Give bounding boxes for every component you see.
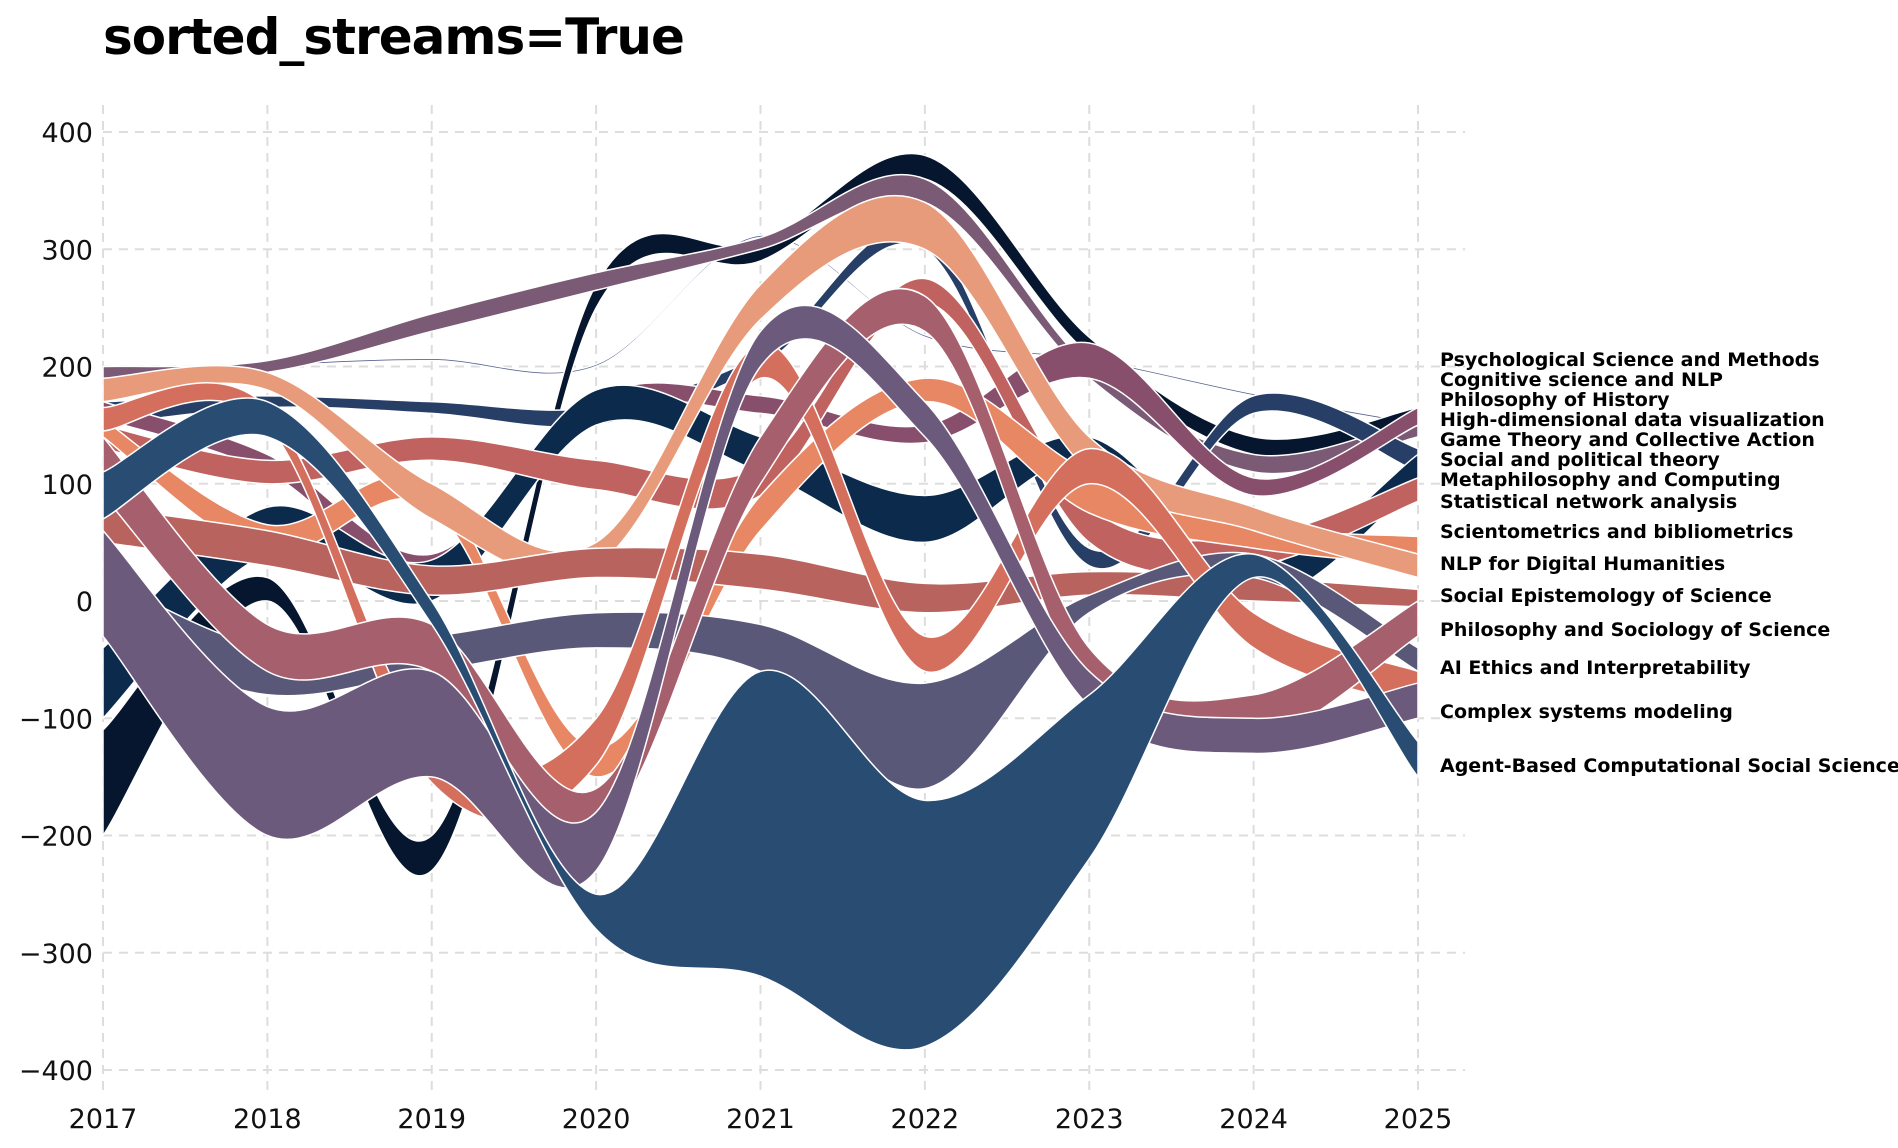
x-tick-label: 2020 [562,1104,631,1135]
stream-label: Philosophy of History [1440,389,1670,411]
x-tick-label: 2019 [397,1104,466,1135]
stream-label: Game Theory and Collective Action [1440,429,1815,451]
stream-label-layer: Psychological Science and MethodsCogniti… [1440,349,1898,777]
y-tick-label: −300 [19,939,93,970]
stream-label: Philosophy and Sociology of Science [1440,619,1830,641]
stream-band [102,397,1419,1051]
stream-label: Cognitive science and NLP [1440,369,1723,391]
y-tick-label: 400 [41,118,93,149]
chart-title: sorted_streams=True [103,8,685,66]
axis-layer: 2017 2018 2019 2020 2021 2022 2023 2024 2025 400 3… [19,118,1453,1135]
stream-layer [102,152,1419,1051]
x-tick-label: 2025 [1384,1104,1453,1135]
stream-band [102,506,1419,614]
y-tick-label: 300 [41,235,93,266]
x-tick-label: 2022 [891,1104,960,1135]
y-tick-label: −100 [19,704,93,735]
stream-label: Psychological Science and Methods [1440,349,1820,371]
x-tick-label: 2021 [726,1104,795,1135]
y-tick-label: 0 [76,587,93,618]
y-tick-label: 100 [41,470,93,501]
y-tick-label: 200 [41,353,93,384]
stream-label: NLP for Digital Humanities [1440,553,1725,575]
stream-label: High-dimensional data visualization [1440,409,1825,431]
stream-label: Social and political theory [1440,449,1720,471]
stream-band [102,173,1419,475]
x-tick-label: 2023 [1055,1104,1124,1135]
stream-label: Complex systems modeling [1440,701,1733,723]
stream-label: Metaphilosophy and Computing [1440,469,1781,491]
x-tick-label: 2024 [1219,1104,1288,1135]
y-tick-label: −400 [19,1056,93,1087]
stream-label: Social Epistemology of Science [1440,585,1772,607]
stream-label: Statistical network analysis [1440,491,1737,513]
x-tick-label: 2018 [233,1104,302,1135]
stream-label: AI Ethics and Interpretability [1440,657,1751,679]
stream-label: Scientometrics and bibliometrics [1440,521,1793,543]
x-tick-label: 2017 [69,1104,138,1135]
y-tick-label: −200 [19,822,93,853]
stream-band [102,304,1419,889]
stream-label: Agent-Based Computational Social Science [1440,755,1898,777]
